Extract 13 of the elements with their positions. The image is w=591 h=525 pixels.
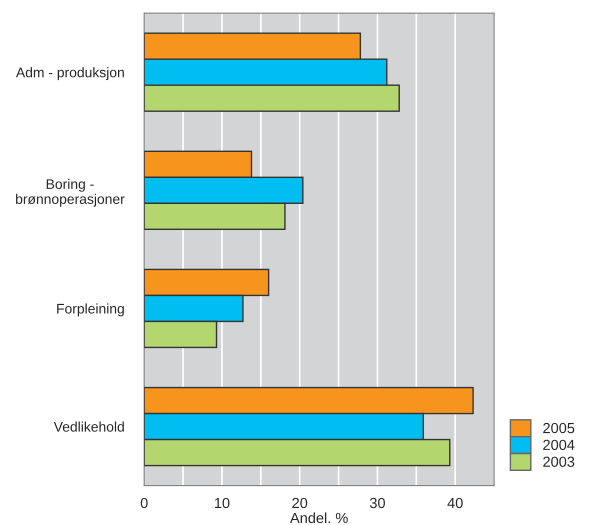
y-tick-label: Boring - brønnoperasjoner	[16, 178, 125, 207]
legend-label: 2005	[543, 422, 574, 434]
x-axis-title: Andel. %	[290, 512, 348, 524]
x-tick-label: 30	[370, 498, 385, 508]
y-tick-label: Adm - produksjon	[16, 67, 124, 80]
legend-label: 2004	[543, 440, 575, 450]
y-tick-label: Forpleining	[57, 303, 124, 316]
x-tick-label: 10	[214, 498, 230, 508]
y-tick-label: Vedlikehold	[54, 422, 124, 432]
x-tick-label: 20	[292, 498, 308, 508]
legend-label: 2003	[543, 456, 574, 467]
x-tick-label: 0	[140, 498, 148, 508]
x-tick-label: 40	[447, 498, 463, 508]
